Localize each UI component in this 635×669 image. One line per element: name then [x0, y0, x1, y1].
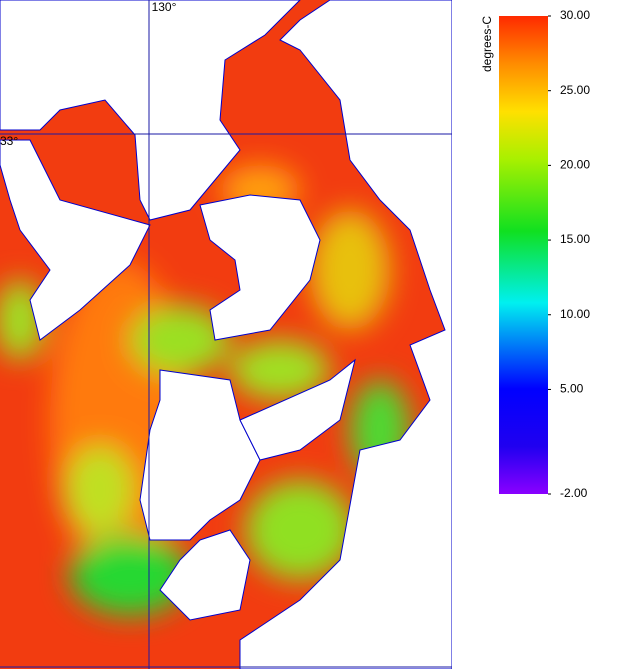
land	[159, 529, 251, 621]
lat-label: 33°	[0, 134, 18, 148]
land	[239, 358, 356, 461]
land	[139, 369, 261, 541]
land	[199, 194, 321, 341]
colorbar-title: degrees-C	[480, 16, 494, 72]
colorbar	[499, 16, 548, 494]
colorbar-tick-label: 25.00	[560, 83, 590, 97]
colorbar-tick-label: 30.00	[560, 8, 590, 22]
lon-label: 130°	[152, 0, 177, 14]
map	[0, 0, 452, 669]
colorbar-tick-label: 15.00	[560, 232, 590, 246]
land	[0, 139, 151, 341]
land	[0, 0, 301, 221]
colorbar-tick-label: 10.00	[560, 307, 590, 321]
colorbar-tick-label: -2.00	[560, 486, 588, 500]
land	[239, 0, 452, 669]
colorbar-tick-label: 5.00	[560, 382, 584, 396]
colorbar-tick-label: 20.00	[560, 158, 590, 172]
